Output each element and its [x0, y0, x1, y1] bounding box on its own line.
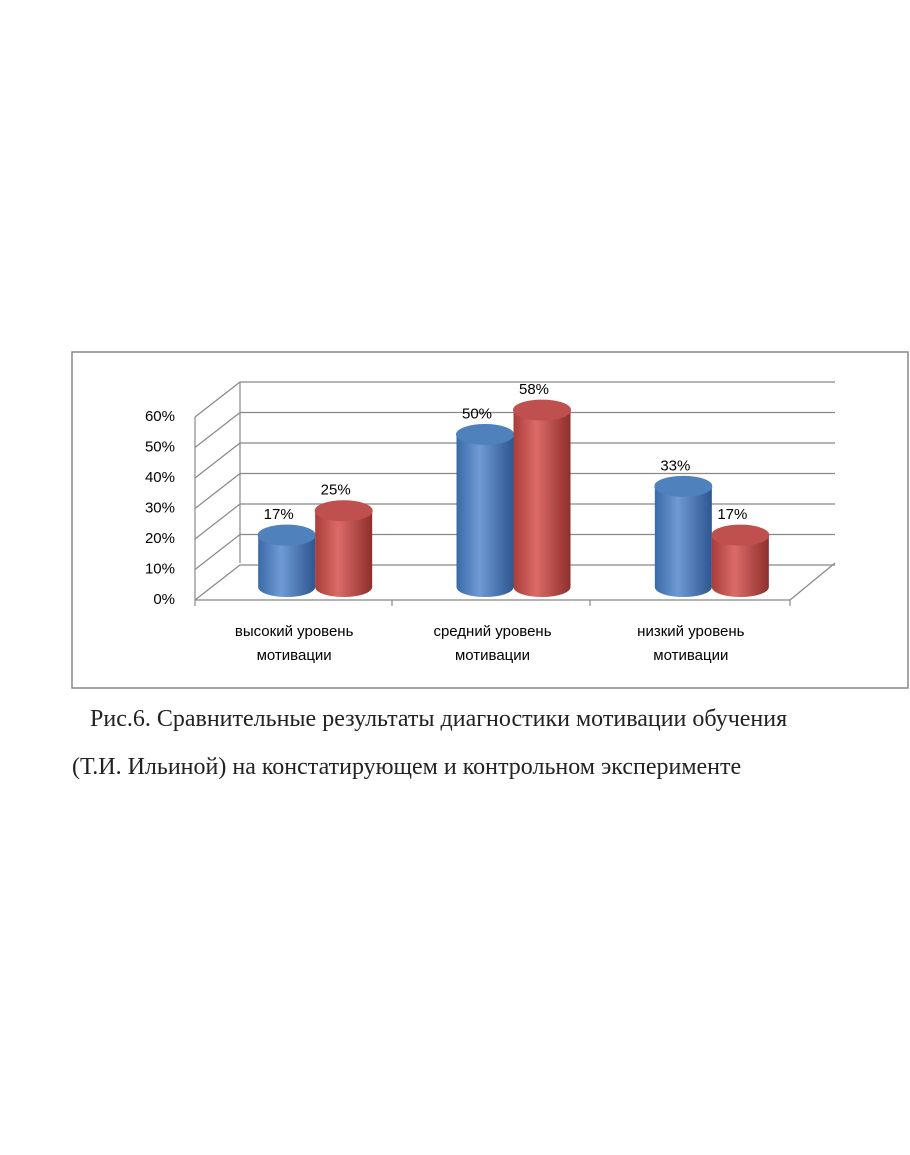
bar-top — [513, 399, 571, 421]
bar — [314, 500, 373, 597]
bar-top — [711, 524, 770, 546]
bar-top — [456, 424, 514, 445]
x-tick-label: средний уровень мотивации — [433, 623, 552, 664]
bar — [711, 524, 770, 597]
chart: 0% 10% 20% 30% 40% 50% 60% 17% 50% 33% 25% 58% 17% — [71, 351, 909, 689]
grid-line — [194, 564, 835, 601]
y-tick-label: 30% — [145, 499, 175, 516]
y-tick-label: 0% — [153, 591, 175, 608]
floor-edge — [789, 562, 836, 601]
y-tick-label: 20% — [145, 530, 175, 547]
y-tick-label: 50% — [145, 438, 175, 455]
y-tick-label: 40% — [145, 469, 175, 486]
data-label: 25% — [321, 482, 351, 499]
bar — [654, 475, 713, 597]
bar-body — [456, 434, 514, 587]
grid-line — [194, 472, 835, 509]
data-label: 58% — [519, 381, 549, 398]
grid-line — [194, 503, 835, 540]
grid-line — [194, 411, 835, 448]
data-label: 17% — [717, 506, 747, 523]
bar — [513, 399, 571, 597]
y-tick-label: 60% — [145, 408, 175, 425]
bar-top — [654, 475, 713, 497]
bar-top — [257, 524, 316, 546]
grid-line — [194, 381, 835, 418]
data-label: 50% — [462, 405, 492, 422]
caption-line: Рис.6. Сравнительные результаты диагност… — [90, 706, 788, 732]
bar-top — [314, 500, 373, 522]
grid-line — [194, 533, 835, 570]
chart-frame — [71, 351, 909, 689]
y-tick-label: 10% — [145, 560, 175, 577]
bar-body — [513, 410, 571, 587]
bar-body — [654, 486, 712, 587]
bar-body — [315, 510, 373, 587]
x-tick-label: низкий уровень мотивации — [637, 623, 745, 664]
caption-line: (Т.И. Ильиной) на констатирующем и контр… — [72, 754, 742, 780]
grid-line — [194, 442, 835, 479]
data-label: 17% — [264, 506, 294, 523]
bar — [257, 524, 316, 597]
x-tick-label: высокий уровень мотивации — [234, 623, 354, 664]
bar — [456, 424, 514, 597]
data-label: 33% — [660, 457, 690, 474]
